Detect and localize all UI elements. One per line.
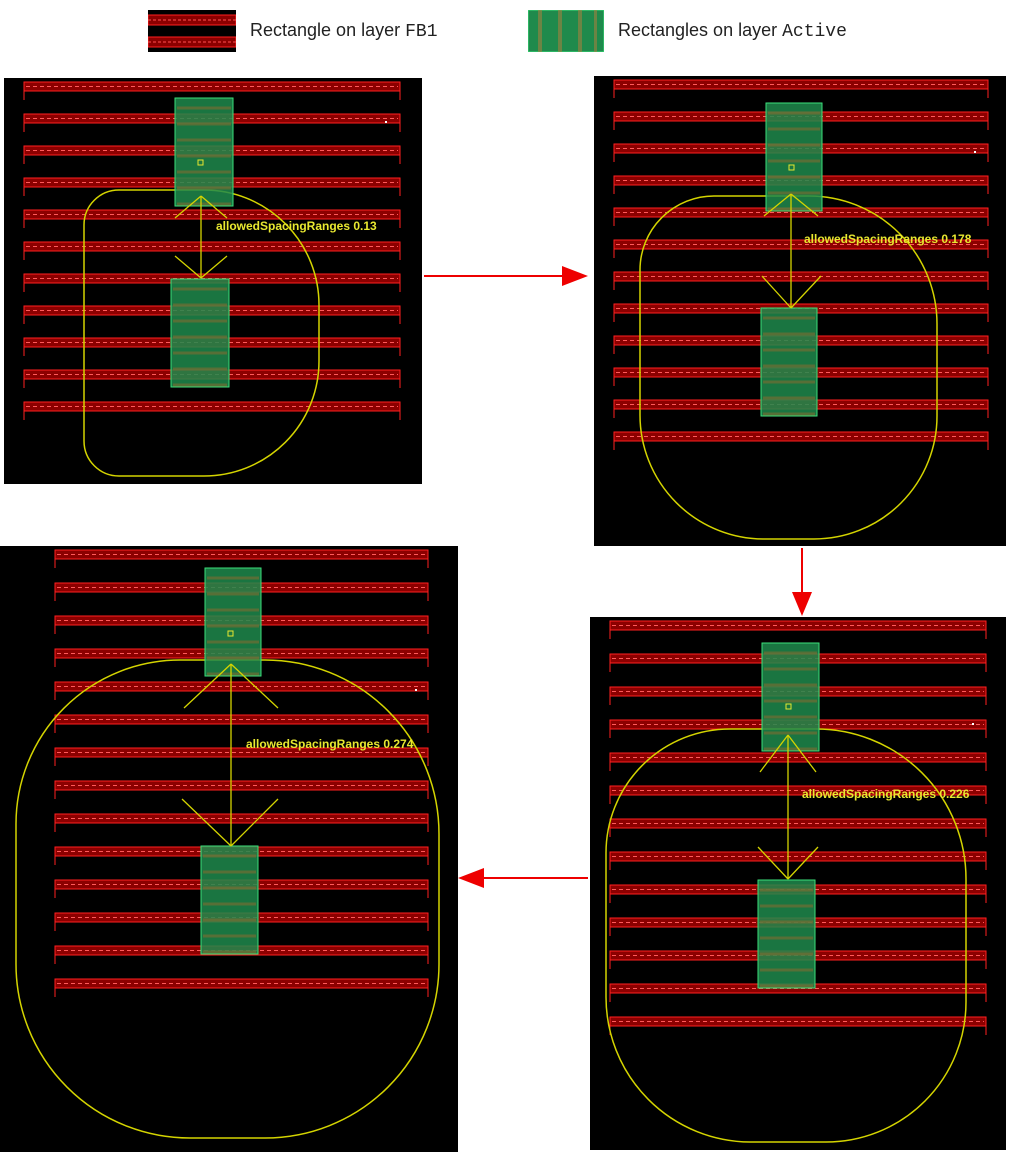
fb1-rectangle	[613, 271, 989, 290]
fb1-rectangle	[613, 79, 989, 98]
fb1-rectangle	[613, 239, 989, 258]
spacing-label: allowedSpacingRanges 0.226	[802, 787, 970, 801]
layout-panel-step-1: allowedSpacingRanges 0.13	[4, 78, 422, 484]
arrow-left-icon	[458, 868, 588, 888]
fb1-rectangle	[609, 818, 987, 837]
legend-active: Rectangles on layer Active	[528, 8, 847, 54]
active-rectangle-top	[204, 567, 262, 677]
fb1-rectangle	[54, 714, 429, 733]
spacing-label: allowedSpacingRanges 0.178	[804, 232, 972, 246]
legend-active-layer-name: Active	[782, 22, 847, 42]
active-rectangle-top	[174, 97, 234, 207]
fb1-rectangle	[54, 549, 429, 568]
legend-fb1: Rectangle on layer FB1	[148, 8, 438, 54]
fb1-rectangle	[609, 1016, 987, 1035]
active-rectangle-bottom	[200, 845, 259, 955]
layout-panel-step-2: allowedSpacingRanges 0.178	[594, 76, 1006, 546]
fb1-rectangle	[23, 401, 401, 420]
legend-fb1-layer-name: FB1	[405, 22, 438, 42]
layout-canvas: allowedSpacingRanges 0.178	[613, 79, 989, 540]
fb1-rectangle	[609, 851, 987, 870]
arrow-down-icon	[792, 548, 812, 616]
active-rectangle-bottom	[760, 307, 818, 417]
fb1-rectangle	[54, 747, 429, 766]
fb1-rectangle	[23, 241, 401, 260]
active-layer-swatch-icon	[528, 10, 604, 52]
spacing-label: allowedSpacingRanges 0.274	[246, 737, 414, 751]
layout-canvas: allowedSpacingRanges 0.13	[23, 81, 401, 477]
fb1-rectangle	[23, 81, 401, 100]
arrow-right-icon	[424, 266, 588, 286]
fb1-rectangle	[613, 431, 989, 450]
fb1-rectangle	[23, 209, 401, 228]
fb1-rectangle	[54, 978, 429, 997]
active-rectangle-bottom	[170, 278, 230, 388]
layout-panel-step-3: allowedSpacingRanges 0.226	[590, 617, 1006, 1150]
fb1-rectangle	[609, 785, 987, 804]
fb1-rectangle	[54, 681, 429, 700]
fb1-layer-swatch-icon	[148, 10, 236, 52]
layout-canvas: allowedSpacingRanges 0.226	[605, 620, 987, 1143]
active-rectangle-top	[761, 642, 820, 752]
fb1-rectangle	[609, 620, 987, 639]
fb1-rectangle	[54, 780, 429, 799]
fb1-rectangle	[54, 813, 429, 832]
legend-fb1-label: Rectangle on layer FB1	[250, 20, 438, 42]
fb1-rectangle	[609, 752, 987, 771]
legend-active-label: Rectangles on layer Active	[618, 20, 847, 42]
active-rectangle-top	[765, 102, 823, 212]
active-rectangle-bottom	[757, 879, 816, 989]
layout-canvas: allowedSpacingRanges 0.274	[15, 549, 440, 1139]
spacing-label: allowedSpacingRanges 0.13	[216, 219, 377, 233]
layout-panel-step-4: allowedSpacingRanges 0.274	[0, 546, 458, 1152]
